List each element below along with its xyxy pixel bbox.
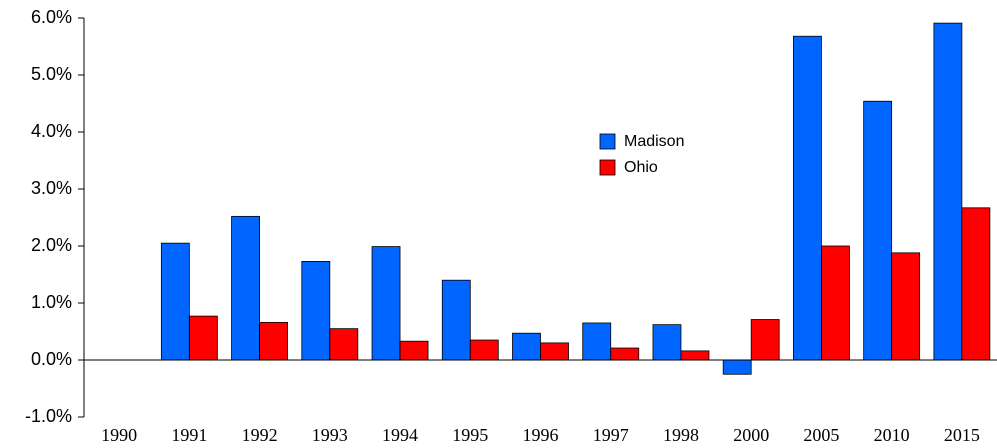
x-tick-label: 1997 [593, 425, 629, 445]
bar [582, 322, 612, 361]
bar [259, 321, 288, 361]
bar [610, 347, 640, 361]
bar [231, 215, 260, 361]
bar [371, 246, 401, 361]
legend-swatch [599, 133, 616, 150]
bar [821, 245, 850, 361]
y-tick-label: 3.0% [31, 178, 72, 198]
bar [863, 100, 893, 361]
x-tick-label: 1990 [101, 425, 137, 445]
x-tick-label: 1995 [452, 425, 488, 445]
bar [512, 332, 541, 361]
bar [469, 339, 499, 361]
y-tick-label: 0.0% [31, 349, 72, 369]
legend-swatch [599, 159, 616, 176]
y-tick-label: 2.0% [31, 235, 72, 255]
x-tick-label: 1993 [312, 425, 348, 445]
bar [540, 342, 569, 361]
bar [750, 319, 780, 361]
x-tick-label: 2015 [944, 425, 980, 445]
bar [891, 252, 921, 361]
bar [399, 340, 429, 361]
legend-label: Ohio [624, 159, 658, 176]
bar [301, 260, 331, 361]
bar [329, 328, 359, 361]
x-tick-label: 1992 [242, 425, 278, 445]
y-tick-label: 1.0% [31, 292, 72, 312]
bar [933, 22, 963, 361]
x-tick-label: 1991 [171, 425, 207, 445]
y-tick-label: -1.0% [25, 406, 72, 426]
x-tick-label: 2005 [803, 425, 839, 445]
bar [188, 315, 218, 361]
y-tick-label: 5.0% [31, 64, 72, 84]
bar [652, 324, 682, 361]
y-tick-label: 4.0% [31, 121, 72, 141]
bar [961, 207, 991, 361]
x-tick-label: 1994 [382, 425, 418, 445]
legend-label: Madison [624, 133, 684, 150]
bar [793, 35, 822, 361]
bar [722, 359, 752, 375]
y-tick-label: 6.0% [31, 7, 72, 27]
bar [441, 279, 471, 361]
x-tick-label: 2010 [874, 425, 910, 445]
x-tick-label: 1998 [663, 425, 699, 445]
x-tick-label: 2000 [733, 425, 769, 445]
x-tick-label: 1996 [523, 425, 559, 445]
bar [160, 242, 190, 361]
bar [680, 350, 710, 361]
